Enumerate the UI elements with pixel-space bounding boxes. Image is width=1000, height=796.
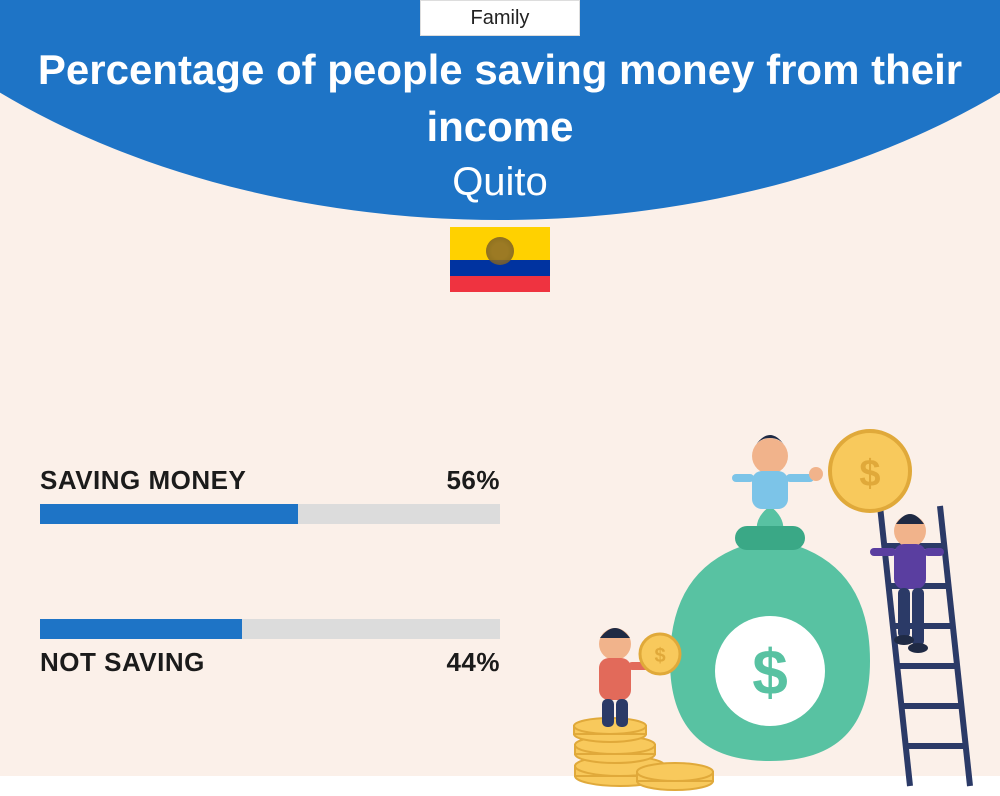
bar-fill xyxy=(40,504,298,524)
bar-label-row: SAVING MONEY 56% xyxy=(40,465,500,496)
bar-value: 56% xyxy=(446,465,500,496)
bar-fill xyxy=(40,619,242,639)
bar-chart: SAVING MONEY 56% NOT SAVING 44% xyxy=(40,465,500,773)
category-tab: Family xyxy=(420,0,580,36)
svg-text:$: $ xyxy=(752,636,788,708)
category-label: Family xyxy=(471,7,530,30)
bar-track xyxy=(40,504,500,524)
bar-label: SAVING MONEY xyxy=(40,465,246,496)
savings-illustration-icon: $ $ xyxy=(560,416,990,796)
bar-label: NOT SAVING xyxy=(40,647,205,678)
money-bag-icon: $ xyxy=(670,506,875,761)
bar-not-saving: NOT SAVING 44% xyxy=(40,619,500,678)
bar-value: 44% xyxy=(446,647,500,678)
person-top-icon xyxy=(732,435,823,509)
coin-icon: $ xyxy=(830,431,910,511)
city-name: Quito xyxy=(0,160,1000,205)
bar-saving-money: SAVING MONEY 56% xyxy=(40,465,500,524)
ecuador-flag-icon xyxy=(450,227,550,292)
svg-text:$: $ xyxy=(859,453,880,495)
bar-track xyxy=(40,619,500,639)
bar-label-row: NOT SAVING 44% xyxy=(40,647,500,678)
svg-text:$: $ xyxy=(654,645,665,667)
page-title: Percentage of people saving money from t… xyxy=(0,42,1000,155)
person-left-icon: $ xyxy=(599,628,680,727)
flag-coat-of-arms-icon xyxy=(486,237,514,265)
flag-stripe-red xyxy=(450,276,550,292)
